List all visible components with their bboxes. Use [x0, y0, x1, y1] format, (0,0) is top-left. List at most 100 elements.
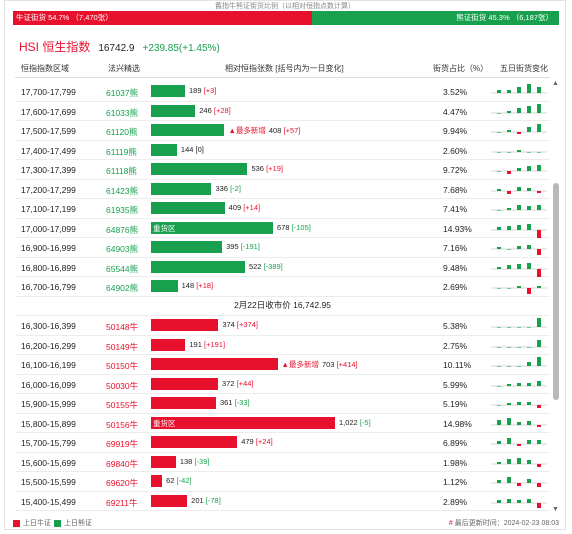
table-row[interactable]: 17,000-17,099 64876熊 重货区 678 [-105] 14.93% [15, 219, 550, 238]
spark-bar [517, 132, 521, 134]
contracts-value: 1,022 [-5] [339, 418, 371, 427]
cbbc-distribution-panel: 舊指牛熊证街货比例（以相对恒指点数计算） 牛证街货 54.7% （7,470张）… [4, 0, 566, 530]
five-day-change-sparkbars [491, 380, 547, 387]
five-day-change-sparkbars [491, 84, 547, 94]
daily-change: [-78] [205, 495, 221, 505]
table-row[interactable]: 17,200-17,299 61423熊 336 [-2] 7.68% [15, 180, 550, 199]
daily-change: [+3] [203, 86, 217, 95]
table-row[interactable]: 16,700-16,799 64902熊 148 [+18] 2.69% [15, 277, 550, 297]
contracts-count: 138 [179, 456, 193, 466]
share-percent: 9.72% [443, 165, 468, 175]
share-percent: 4.47% [443, 106, 468, 117]
product-code-link[interactable]: 64876熊 [106, 224, 139, 235]
spark-bar [497, 405, 501, 406]
daily-change: [+28] [213, 105, 231, 115]
product-code-link[interactable]: 69919牛 [106, 439, 139, 449]
range-cell: 16,900-16,999 [21, 243, 76, 253]
product-code-link[interactable]: 50030牛 [106, 380, 139, 391]
product-code-link[interactable]: 61118熊 [106, 166, 137, 176]
spark-bar [537, 357, 541, 366]
table-row[interactable]: 16,900-16,999 64903熊 395 [-191] 7.16% [15, 238, 550, 258]
product-code-link[interactable]: 61423熊 [106, 185, 139, 196]
product-code-link[interactable]: 61033熊 [106, 107, 139, 118]
product-code-link[interactable]: 69620牛 [106, 478, 139, 488]
table-row[interactable]: 15,800-15,899 50156牛 重货区 1,022 [-5] 14.98% [15, 414, 550, 433]
contracts-value: 395 [-191] [226, 242, 260, 251]
table-row[interactable]: 16,000-16,099 50030牛 372 [+44] 5.99% [15, 375, 550, 394]
spark-bar [517, 149, 521, 152]
product-code-link[interactable]: 61119熊 [106, 146, 137, 157]
spark-bar [537, 339, 541, 347]
share-percent: 5.19% [443, 399, 468, 409]
scroll-down-icon[interactable]: ▼ [552, 506, 559, 513]
spark-bar [527, 245, 531, 249]
product-code-link[interactable]: 50148牛 [106, 322, 139, 332]
index-name: HSI 恒生指数 [19, 40, 91, 54]
scroll-up-icon[interactable]: ▲ [552, 80, 559, 87]
spark-bar [537, 440, 541, 444]
table-row[interactable]: 15,900-15,999 50155牛 361 [-33] 5.19% [15, 394, 550, 414]
contracts-count: 536 [251, 164, 264, 173]
table-row[interactable]: 16,200-16,299 50149牛 191 [+191] 2.75% [15, 336, 550, 355]
range-cell: 15,800-15,899 [21, 418, 76, 429]
table-row[interactable]: 15,400-15,499 69211牛 201 [-78] 2.89% [15, 492, 550, 511]
product-code-link[interactable]: 50149牛 [106, 341, 139, 352]
contracts-bar [151, 85, 186, 97]
table-row[interactable]: 17,100-17,199 61935熊 409 [+14] 7.41% [15, 199, 550, 219]
spark-bar [507, 208, 511, 210]
spark-bar [507, 130, 511, 132]
closing-price-separator: 2月22日收市价 16,742.95 [15, 297, 550, 316]
table-row[interactable]: 15,700-15,799 69919牛 479 [+24] 6.89% [15, 433, 550, 453]
table-row[interactable]: 17,700-17,799 61037熊 189 [+3] 3.52% [15, 82, 550, 102]
table-row[interactable]: 16,800-16,899 65544熊 522 [-389] 9.48% [15, 258, 550, 277]
spark-bar [507, 151, 511, 153]
contracts-value: 678 [-105] [277, 223, 311, 232]
daily-change: [-42] [176, 476, 192, 485]
contracts-count: 479 [241, 437, 254, 446]
ratio-caption: 舊指牛熊证街货比例（以相对恒指点数计算） [215, 3, 355, 10]
spark-bar [497, 188, 501, 191]
product-code-link[interactable]: 50156牛 [106, 419, 139, 430]
spark-bar [537, 229, 541, 238]
five-day-change-sparkbars [491, 477, 547, 487]
header-contracts: 相对恒指张数 [括号内为一日变化] [225, 64, 344, 73]
table-row[interactable]: 15,500-15,599 69620牛 62 [-42] 1.12% [15, 472, 550, 492]
range-cell: 17,400-17,499 [21, 145, 76, 156]
scroll-thumb[interactable] [553, 183, 559, 400]
spark-bar [497, 441, 501, 444]
table-row[interactable]: 16,100-16,199 50150牛 ▲最多新增 703 [+414] 10.11% [15, 355, 550, 375]
contracts-count: 408 [268, 126, 282, 135]
table-row[interactable]: 17,500-17,599 61120熊 ▲最多新增 408 [+57] 9.94% [15, 121, 550, 141]
spark-bar [527, 362, 531, 366]
product-code-link[interactable]: 50155牛 [106, 400, 139, 410]
product-code-link[interactable]: 61120熊 [106, 127, 138, 137]
five-day-change-sparkbars [491, 103, 547, 114]
contracts-bar [151, 260, 245, 273]
table-row[interactable]: 17,300-17,399 61118熊 536 [+19] 9.72% [15, 160, 550, 180]
index-quote: HSI 恒生指数 16742.9 +239.85(+1.45%) [19, 38, 220, 54]
spark-bar [507, 458, 511, 464]
vertical-scrollbar[interactable]: ▲ ▼ [551, 79, 561, 513]
spark-bar [507, 327, 511, 328]
contracts-bar [151, 358, 278, 370]
product-code-link[interactable]: 61037熊 [106, 88, 139, 98]
product-code-link[interactable]: 64903熊 [106, 244, 139, 254]
five-day-change-sparkbars [491, 186, 547, 194]
table-row[interactable]: 15,600-15,699 69840牛 138 [-39] 1.98% [15, 453, 550, 472]
table-row[interactable]: 17,400-17,499 61119熊 144 [0] 2.60% [15, 141, 550, 160]
product-code-link[interactable]: 65544熊 [106, 263, 139, 274]
spark-bar [517, 87, 521, 93]
table-row[interactable]: 17,600-17,699 61033熊 246 [+28] 4.47% [15, 102, 550, 121]
five-day-change-sparkbars [491, 357, 547, 367]
cbbc-table-body[interactable]: 17,700-17,799 61037熊 189 [+3] 3.52% 17,600-1… [15, 82, 550, 512]
share-percent: 2.69% [443, 282, 468, 292]
product-code-link[interactable]: 69840牛 [106, 458, 139, 469]
spark-bar [507, 249, 511, 250]
five-day-change-sparkbars [491, 438, 547, 446]
product-code-link[interactable]: 69211牛 [106, 497, 138, 508]
product-code-link[interactable]: 50150牛 [106, 361, 139, 371]
table-row[interactable]: 16,300-16,399 50148牛 374 [+374] 5.38% [15, 316, 550, 336]
product-code-link[interactable]: 64902熊 [106, 283, 139, 293]
product-code-link[interactable]: 61935熊 [106, 205, 139, 215]
spark-bar [517, 421, 521, 425]
